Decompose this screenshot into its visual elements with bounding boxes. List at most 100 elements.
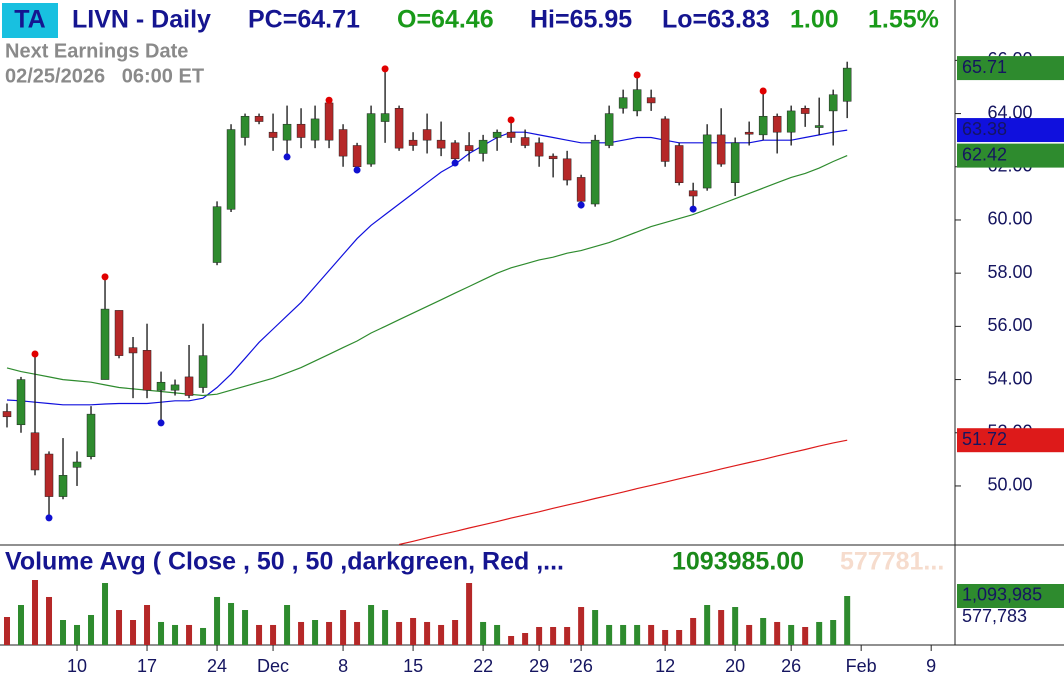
candle-body — [534, 142, 544, 157]
badge[interactable] — [2, 3, 58, 38]
last-value-label: 62.42 — [962, 144, 1007, 164]
pivot-low — [45, 514, 53, 522]
volume-bar — [550, 626, 557, 645]
volume-bar — [242, 610, 249, 645]
candle-body — [450, 142, 460, 160]
candle-body — [380, 113, 390, 122]
badge-text[interactable]: TA — [14, 6, 45, 34]
note: Next Earnings Date — [5, 40, 188, 62]
candle-body — [114, 310, 124, 356]
candle-body — [562, 158, 572, 181]
volume-bar — [620, 624, 627, 645]
pivot-high — [507, 116, 515, 124]
x-tick-label: 26 — [781, 656, 801, 676]
candle-body — [520, 137, 530, 146]
candle-body — [548, 155, 558, 160]
x-tick-label: 29 — [529, 656, 549, 676]
candle-body — [590, 139, 600, 205]
volume-title: Volume Avg ( Close , 50 , 50 ,darkgreen,… — [5, 548, 564, 576]
candle-body — [212, 206, 222, 263]
last-value-box — [957, 143, 1064, 168]
volume-bar — [438, 624, 445, 645]
candle-body — [16, 379, 26, 426]
volume-bar — [410, 617, 417, 645]
candle-body — [660, 118, 670, 162]
volume-bar — [788, 624, 795, 645]
x-tick-label: 22 — [473, 656, 493, 676]
volume-bar — [214, 596, 221, 645]
volume-bar — [606, 624, 613, 645]
candle-body — [828, 94, 838, 112]
candle-body — [282, 123, 292, 141]
y-tick-label: 54.00 — [987, 368, 1032, 388]
volume-bar — [354, 621, 361, 645]
volume-bar — [774, 621, 781, 645]
candle-body — [142, 350, 152, 391]
volume-bar — [340, 610, 347, 645]
volume-bar — [382, 610, 389, 645]
header-item: PC=64.71 — [248, 6, 360, 34]
volume-bar — [158, 621, 165, 645]
volume-bar — [508, 635, 515, 645]
x-tick-label: 24 — [207, 656, 227, 676]
candle-body — [646, 97, 656, 104]
volume-bar — [270, 624, 277, 645]
volume-bar — [326, 621, 333, 645]
volume-bar — [760, 617, 767, 645]
candle-body — [702, 134, 712, 189]
candle-body — [184, 376, 194, 396]
header-item: Lo=63.83 — [662, 6, 770, 34]
candle-body — [492, 131, 502, 138]
last-value-label: 65.71 — [962, 57, 1007, 77]
volume-bar — [4, 617, 11, 645]
candle-body — [100, 308, 110, 380]
candle-body — [324, 102, 334, 141]
candle-body — [688, 190, 698, 197]
y-tick-label: 64.00 — [987, 102, 1032, 122]
candle-body — [128, 347, 138, 354]
volume-bar — [494, 624, 501, 645]
candle-body — [800, 108, 810, 114]
candle-body — [618, 97, 628, 109]
header-item: 1.55% — [868, 6, 939, 34]
candle-body — [814, 125, 824, 128]
candle-body — [352, 145, 362, 168]
volume-bar — [522, 632, 529, 645]
volume-bar — [830, 620, 837, 645]
x-tick-label: Feb — [846, 656, 877, 676]
candle-body — [744, 131, 754, 135]
volume-bar — [130, 620, 137, 645]
volume-bar — [690, 617, 697, 645]
candle-body — [422, 129, 432, 141]
pivot-low — [451, 159, 459, 167]
candle-body — [58, 475, 68, 497]
volume-bar — [718, 610, 725, 645]
candle-body — [268, 131, 278, 138]
volume-bar — [648, 624, 655, 645]
last-value-box — [957, 428, 1064, 453]
volume-bar — [228, 602, 235, 645]
header-item: 1.00 — [790, 6, 839, 34]
pivot-low — [283, 153, 291, 161]
volume-value: 1093985.00 — [672, 548, 804, 576]
candle-body — [786, 110, 796, 133]
volume-bar — [466, 583, 473, 645]
candle-body — [478, 139, 488, 154]
candle-body — [436, 139, 446, 149]
pivot-high — [633, 71, 641, 79]
candle-body — [254, 115, 264, 122]
volume-bar — [802, 626, 809, 645]
volume-bar — [74, 624, 81, 645]
candle-body — [338, 129, 348, 157]
volume-bar — [746, 624, 753, 645]
x-tick-label: 10 — [67, 656, 87, 676]
volume-bar — [676, 629, 683, 645]
volume-avg-value: 577781... — [840, 548, 944, 576]
x-tick-label: 12 — [655, 656, 675, 676]
volume-bar — [704, 605, 711, 645]
y-tick-label: 50.00 — [987, 475, 1032, 495]
candle-body — [72, 461, 82, 468]
volume-bar — [60, 620, 67, 645]
